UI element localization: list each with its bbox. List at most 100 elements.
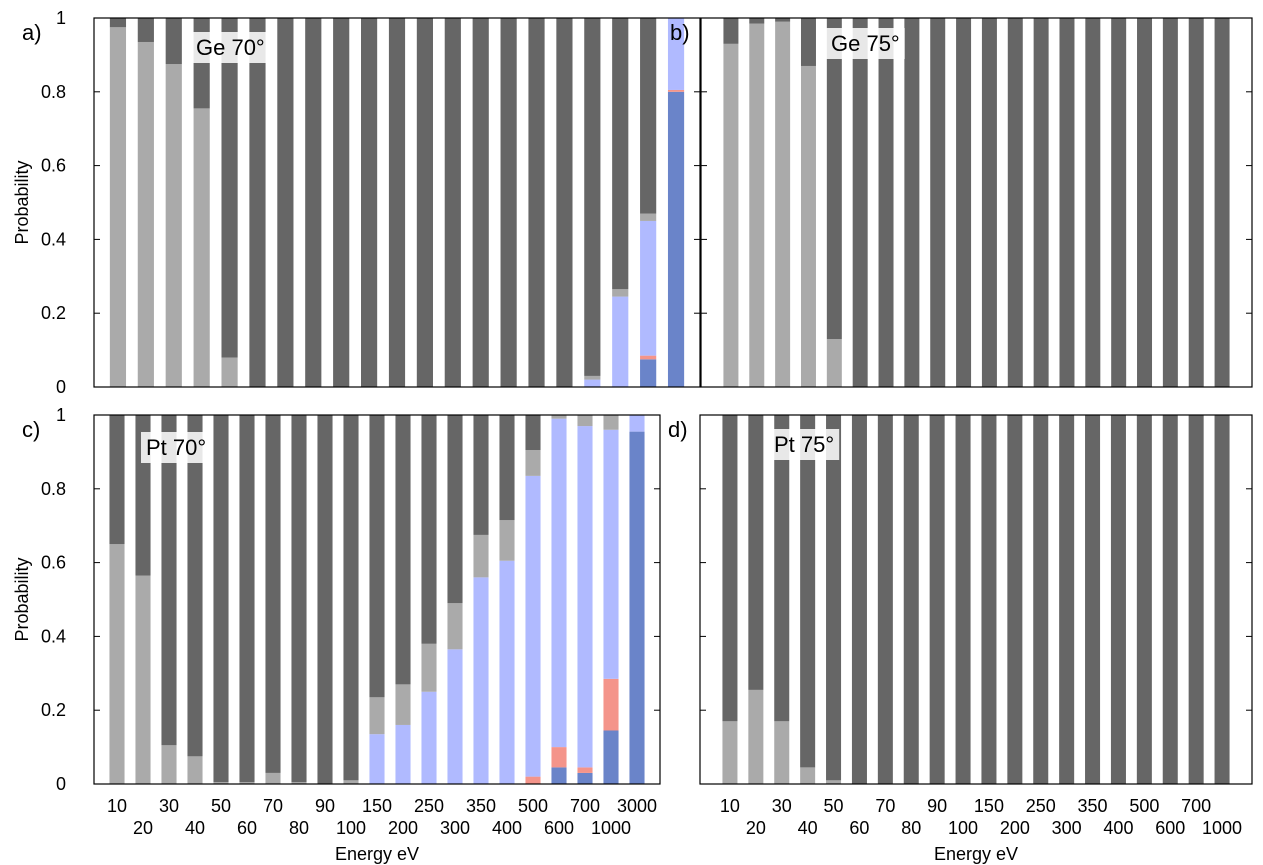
x-tick-label: 60 xyxy=(237,818,257,838)
bar-segment-dark-gray xyxy=(1085,18,1101,387)
plot-frame xyxy=(700,17,1253,388)
bar-segment-light-blue xyxy=(577,426,593,768)
bar-segment-light-gray xyxy=(193,108,210,388)
bar-segment-dark-gray xyxy=(1033,18,1049,387)
bar-segment-light-gray xyxy=(135,575,151,784)
bar-segment-salmon xyxy=(640,355,657,360)
bar-segment-dark-gray xyxy=(187,415,203,757)
x-tick-label: 40 xyxy=(185,818,205,838)
bar-segment-light-gray xyxy=(161,745,177,784)
bar-segment-dark-gray xyxy=(748,415,764,690)
bar-segment-dark-gray xyxy=(528,18,545,387)
bar-segment-dark-gray xyxy=(749,18,765,24)
bar-segment-dark-blue xyxy=(551,767,567,784)
bar-segment-dark-gray xyxy=(343,415,359,781)
bar-segment-dark-gray xyxy=(249,18,266,387)
bar-segment-light-gray xyxy=(723,43,739,387)
x-tick-label: 600 xyxy=(1155,818,1185,838)
bar-segment-light-gray xyxy=(165,64,182,388)
bar-segment-dark-gray xyxy=(472,18,489,387)
bar-segment-dark-gray xyxy=(1007,415,1023,784)
bar-segment-dark-gray xyxy=(800,415,816,768)
x-tick-label: 150 xyxy=(362,796,392,816)
bar-segment-dark-gray xyxy=(416,18,433,387)
bar-segment-light-gray xyxy=(749,23,765,387)
bar-segment-dark-gray xyxy=(1059,415,1075,784)
plot-frame xyxy=(93,414,661,785)
bar-segment-dark-gray xyxy=(826,18,842,340)
chart-panel-2: b) Ge 75° xyxy=(670,17,1253,388)
bar-segment-light-gray xyxy=(748,689,764,784)
bar-segment-dark-gray xyxy=(612,18,629,290)
bar-segment-light-gray xyxy=(584,375,601,380)
x-tick-label: 3000 xyxy=(617,796,657,816)
bar-segment-light-gray xyxy=(447,603,463,650)
bar-segment-dark-gray xyxy=(584,18,601,376)
y-axis-label: Probability xyxy=(12,557,32,641)
panel-title: Pt 75° xyxy=(774,432,834,457)
bar-segment-dark-gray xyxy=(929,415,945,784)
bar-segment-dark-gray xyxy=(221,18,238,358)
x-axis-label: Energy eV xyxy=(934,844,1018,864)
x-tick-label: 600 xyxy=(544,818,574,838)
bar-segment-light-gray xyxy=(499,520,515,561)
x-tick-label: 150 xyxy=(974,796,1004,816)
x-tick-label: 700 xyxy=(570,796,600,816)
bar-segment-dark-gray xyxy=(956,18,972,387)
bar-segment-dark-gray xyxy=(213,415,229,783)
bar-segment-dark-gray xyxy=(1085,415,1101,784)
bar-segment-light-blue xyxy=(395,724,411,784)
plot-frame xyxy=(93,17,701,388)
bar-segment-dark-gray xyxy=(500,18,517,387)
bar-segment-dark-gray xyxy=(305,18,322,387)
bar-segment-light-blue xyxy=(612,296,629,387)
bar-segment-dark-gray xyxy=(193,18,210,109)
y-tick-label: 0.4 xyxy=(41,229,66,249)
x-tick-label: 20 xyxy=(133,818,153,838)
bar-segment-dark-gray xyxy=(1110,415,1126,784)
bar-segment-dark-gray xyxy=(1136,415,1152,784)
bar-segment-light-blue xyxy=(525,475,541,777)
bar-segment-light-gray xyxy=(395,684,411,725)
x-axis-label: Energy eV xyxy=(335,844,419,864)
y-tick-label: 0 xyxy=(56,774,66,794)
bar-segment-dark-gray xyxy=(165,18,182,65)
panel-letter: c) xyxy=(22,417,40,442)
bar-segment-dark-gray xyxy=(1033,415,1049,784)
chart-panel-1: 0 0.2 0.4 0.6 0.8 1 Probability a) Ge 70° xyxy=(12,8,701,397)
bar-segment-dark-gray xyxy=(1007,18,1023,387)
x-tick-label: 100 xyxy=(336,818,366,838)
bar-segment-dark-gray xyxy=(447,415,463,604)
y-axis-label: Probability xyxy=(12,160,32,244)
x-tick-label: 90 xyxy=(927,796,947,816)
bar-segment-light-gray xyxy=(603,415,619,430)
bar-segment-dark-gray xyxy=(137,18,154,42)
y-tick-label: 0.2 xyxy=(41,700,66,720)
bar-segment-dark-gray xyxy=(361,18,378,387)
bar-segment-salmon xyxy=(525,776,541,784)
bar-segment-light-blue xyxy=(369,734,385,784)
x-tick-label: 60 xyxy=(849,818,869,838)
bar-segment-dark-gray xyxy=(239,415,255,783)
x-tick-label: 400 xyxy=(492,818,522,838)
bar-segment-light-gray xyxy=(525,450,541,476)
plot-frame xyxy=(699,414,1253,785)
bar-segment-dark-gray xyxy=(291,415,307,783)
x-tick-label: 80 xyxy=(901,818,921,838)
bar-segment-light-gray xyxy=(826,339,842,387)
y-tick-label: 1 xyxy=(56,405,66,425)
x-tick-label: 250 xyxy=(1026,796,1056,816)
x-tick-label: 90 xyxy=(315,796,335,816)
x-tick-label: 350 xyxy=(466,796,496,816)
y-tick-label: 1 xyxy=(56,8,66,28)
bar-segment-dark-gray xyxy=(981,415,997,784)
x-tick-label: 30 xyxy=(772,796,792,816)
bar-segment-light-gray xyxy=(722,721,738,784)
bar-segment-light-blue xyxy=(629,415,645,432)
x-tick-label: 250 xyxy=(414,796,444,816)
bar-segment-dark-gray xyxy=(878,18,894,387)
bar-segment-dark-gray xyxy=(851,415,867,784)
bar-segment-dark-gray xyxy=(1137,18,1153,387)
bar-segment-light-gray xyxy=(774,721,790,784)
panel-title-box xyxy=(769,429,840,460)
